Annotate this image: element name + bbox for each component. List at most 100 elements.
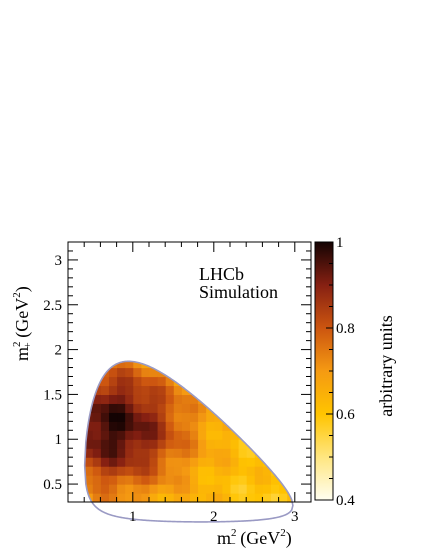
heatmap-cell — [246, 475, 256, 485]
heatmap-cell — [198, 475, 207, 485]
heatmap-cell — [84, 376, 86, 387]
heatmap-cell — [255, 251, 264, 261]
heatmap-cell — [238, 475, 248, 485]
heatmap-cell — [173, 475, 183, 485]
heatmap-cell — [158, 332, 167, 342]
heatmap-cell — [255, 314, 264, 324]
heatmap-cell — [181, 466, 191, 476]
heatmap-cell — [174, 332, 183, 342]
heatmap-cell — [158, 251, 167, 261]
heatmap-cell — [238, 412, 248, 422]
heatmap-cell — [270, 448, 280, 458]
heatmap-cell — [133, 385, 142, 396]
heatmap-cell — [141, 430, 151, 440]
heatmap-cell — [117, 367, 126, 378]
heatmap-cell — [133, 314, 142, 324]
heatmap-cell — [295, 466, 304, 476]
heatmap-cell — [133, 430, 142, 440]
heatmap-cell — [247, 251, 256, 261]
heatmap-cell — [270, 421, 280, 431]
heatmap-cell — [262, 448, 272, 458]
heatmap-cell — [174, 323, 183, 333]
heatmap-cell — [262, 475, 272, 485]
heatmap-cell — [101, 269, 110, 279]
heatmap-cell — [109, 296, 118, 306]
heatmap-cell — [84, 376, 94, 387]
y-axis-label: m2+ (GeV2) — [11, 286, 34, 361]
heatmap-cell — [182, 305, 191, 315]
heatmap-cell — [287, 475, 293, 485]
heatmap-cell — [109, 260, 118, 270]
heatmap-cell — [92, 403, 102, 413]
heatmap-cell — [222, 341, 231, 351]
heatmap-cell — [117, 278, 126, 288]
heatmap-cell — [239, 314, 248, 324]
heatmap-cell — [84, 361, 94, 369]
heatmap-cell — [189, 421, 199, 431]
heatmap-cell — [125, 367, 134, 378]
heatmap-cell — [287, 323, 296, 333]
heatmap-cell — [279, 493, 288, 503]
heatmap-cell — [93, 251, 102, 261]
heatmap-cell — [149, 287, 158, 297]
heatmap-cell — [279, 260, 288, 270]
heatmap-cell — [198, 323, 207, 333]
heatmap-cell — [133, 350, 142, 360]
heatmap-cell — [174, 251, 183, 261]
heatmap-cell — [117, 484, 126, 494]
heatmap-cell — [198, 439, 207, 449]
heatmap-cell — [190, 314, 199, 324]
heatmap-cell — [117, 260, 126, 270]
heatmap-cell — [239, 350, 248, 360]
heatmap-cell — [271, 332, 280, 342]
heatmap-cell — [222, 332, 231, 342]
heatmap-cell — [77, 296, 86, 306]
heatmap-cell — [157, 403, 167, 413]
heatmap-cell — [173, 394, 183, 404]
heatmap-cell — [141, 341, 150, 351]
heatmap-cell — [279, 457, 288, 467]
heatmap-cell — [238, 367, 248, 378]
heatmap-cell — [100, 466, 110, 476]
x-tick-label: 2 — [210, 509, 218, 525]
heatmap-cell — [125, 278, 134, 288]
heatmap-cell — [214, 305, 223, 315]
heatmap-cell — [222, 430, 232, 440]
heatmap-cell — [84, 412, 86, 422]
heatmap-cell — [182, 341, 191, 351]
heatmap-cell — [279, 448, 288, 458]
heatmap-cell — [101, 332, 110, 342]
heatmap-cell — [149, 341, 158, 351]
heatmap-cell — [246, 421, 256, 431]
heatmap-cell — [141, 269, 150, 279]
heatmap-cell — [149, 242, 158, 252]
heatmap-cell — [190, 350, 199, 360]
heatmap-cell — [262, 430, 272, 440]
heatmap-cell — [125, 251, 134, 261]
heatmap-cell — [246, 376, 256, 387]
heatmap-cell — [173, 367, 183, 378]
heatmap-cell — [166, 260, 175, 270]
heatmap-cell — [181, 403, 191, 413]
heatmap-cell — [239, 323, 248, 333]
heatmap-cell — [108, 466, 118, 476]
heatmap-cell — [85, 350, 94, 360]
heatmap-cell — [230, 484, 240, 494]
heatmap-cell — [270, 394, 280, 404]
heatmap-cell — [85, 332, 94, 342]
annotation-simulation: Simulation — [199, 282, 278, 302]
heatmap-cell — [100, 421, 110, 431]
heatmap-cell — [108, 367, 118, 378]
heatmap-cell — [92, 430, 102, 440]
heatmap-cell — [198, 484, 207, 494]
heatmap-cell — [247, 305, 256, 315]
heatmap-cell — [189, 466, 199, 476]
heatmap-cell — [254, 376, 264, 387]
heatmap-cell — [263, 251, 272, 261]
heatmap-cell — [222, 350, 231, 360]
heatmap-cell — [141, 332, 150, 342]
heatmap-cell — [262, 412, 272, 422]
heatmap-cell — [157, 475, 167, 485]
heatmap-cell — [109, 314, 118, 324]
heatmap-cell — [279, 361, 288, 369]
